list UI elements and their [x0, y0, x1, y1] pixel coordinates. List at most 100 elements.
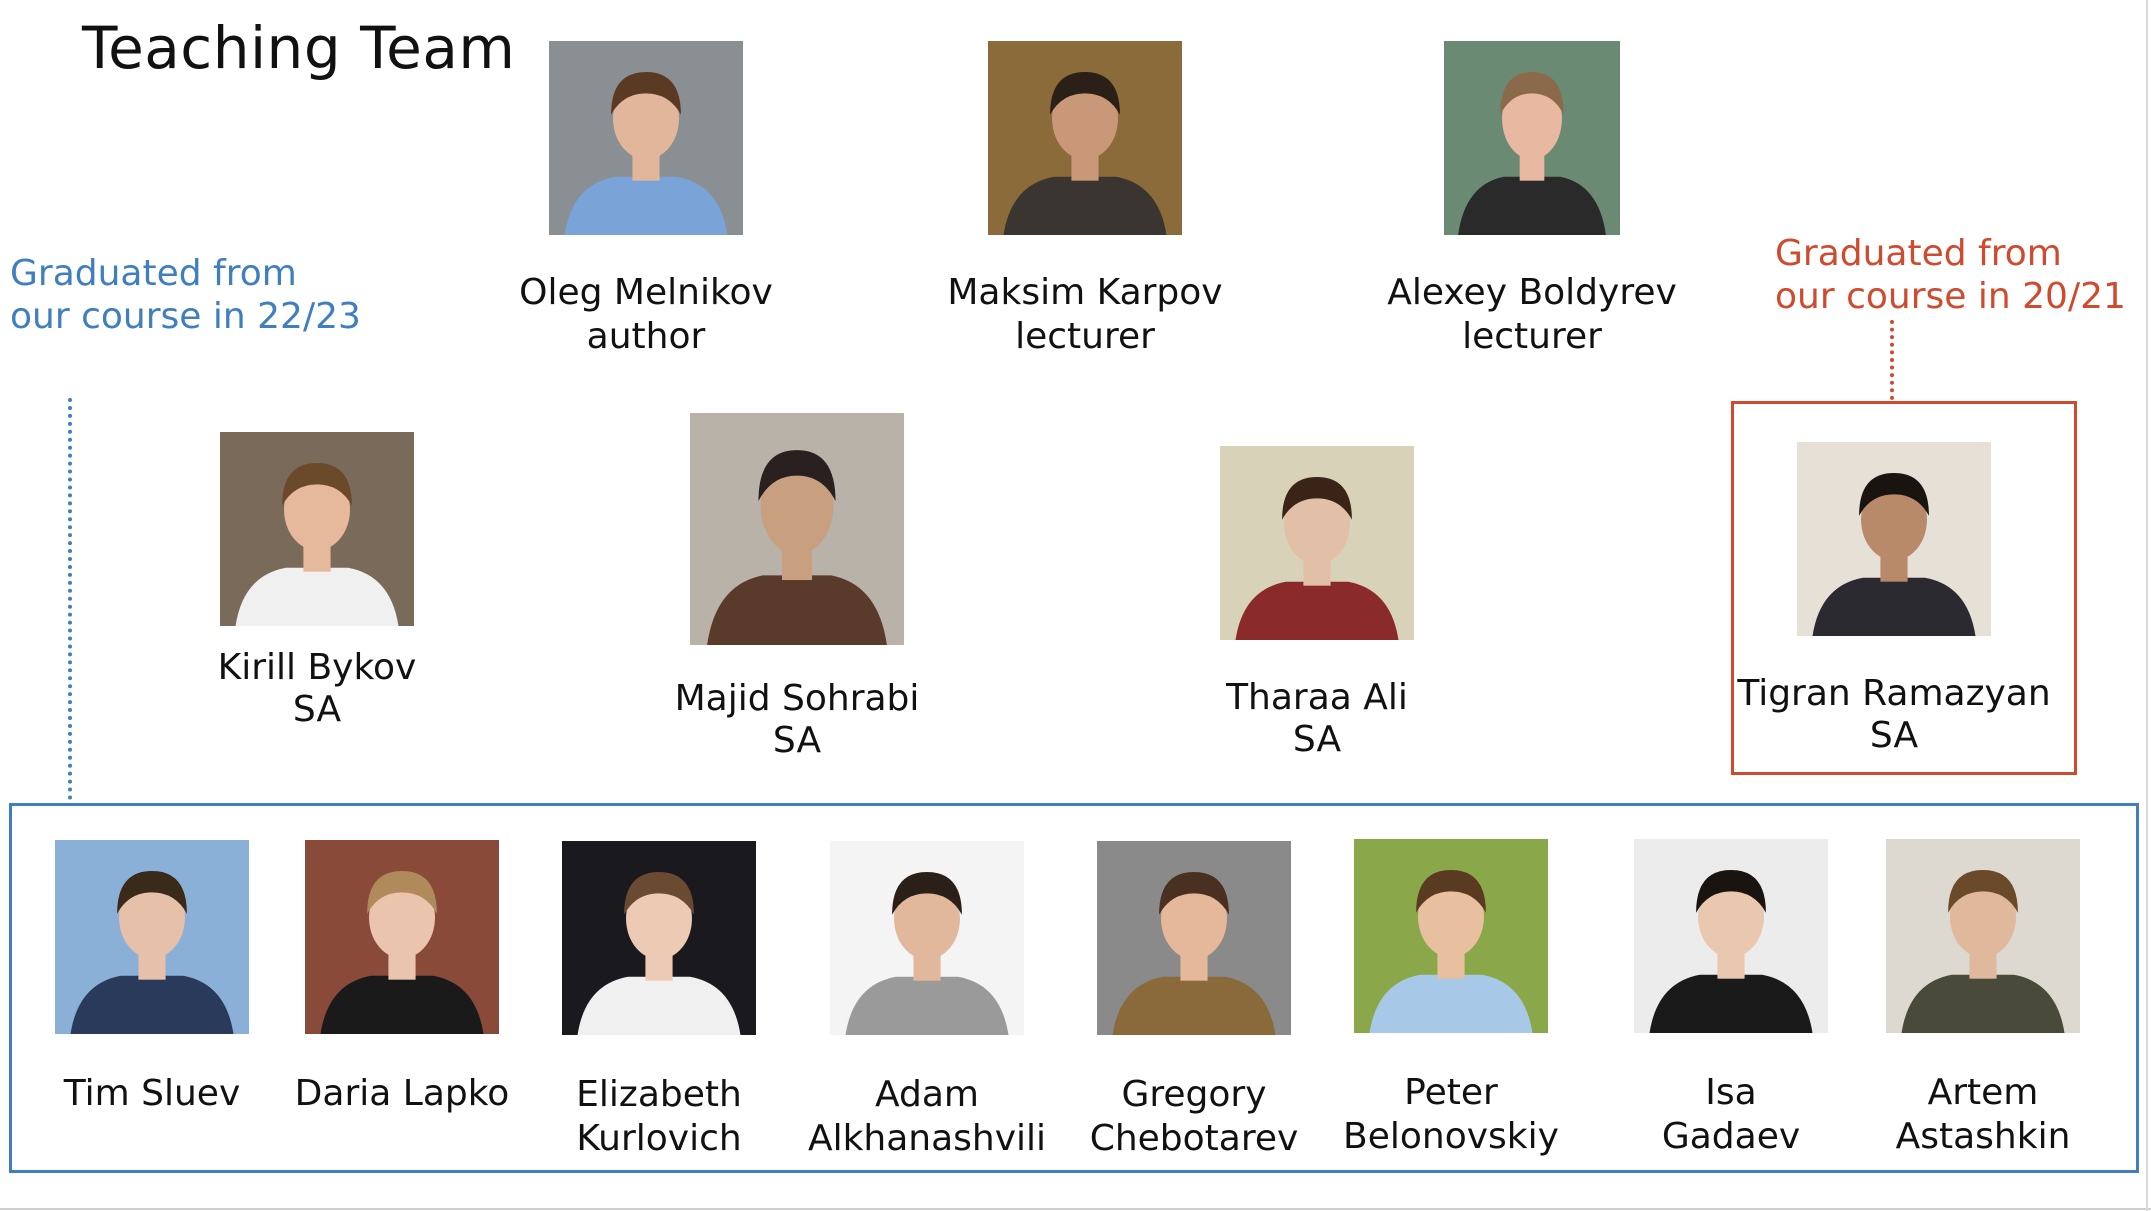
- person-role: lecturer: [1462, 316, 1602, 357]
- person-name-line2: Gadaev: [1661, 1116, 1801, 1157]
- portrait-image: [562, 841, 756, 1035]
- person-card: Peter Belonovskiy: [1261, 839, 1641, 1159]
- note-line: Graduated from: [1775, 233, 2062, 274]
- portrait-shoulders: [320, 975, 484, 1034]
- portrait-face: [1161, 877, 1227, 960]
- person-photo: [830, 841, 1024, 1035]
- person-name-line2: Alkhanashvili: [807, 1118, 1047, 1159]
- portrait-image: [1797, 442, 1991, 636]
- person-card: Oleg Melnikov author: [456, 41, 836, 359]
- portrait-face: [626, 877, 692, 960]
- person-name: Gregory: [1121, 1074, 1267, 1115]
- note-line: our course in 20/21: [1775, 276, 2126, 317]
- portrait-image: [690, 413, 904, 645]
- portrait-shoulders: [1901, 974, 2065, 1033]
- person-photo: [55, 840, 249, 1034]
- graduated-note-2021: Graduated from our course in 20/21: [1775, 232, 2126, 318]
- portrait-hair: [282, 463, 352, 506]
- person-photo: [1886, 839, 2080, 1033]
- person-card: Adam Alkhanashvili: [737, 841, 1117, 1161]
- portrait-shoulders: [1112, 976, 1276, 1035]
- portrait-image: [1886, 839, 2080, 1033]
- portrait-face: [760, 457, 834, 555]
- person-photo: [1354, 839, 1548, 1033]
- red-connector-dotted-line: [1890, 320, 1894, 400]
- person-name: Tharaa Ali: [1226, 677, 1408, 718]
- portrait-shoulders: [564, 176, 728, 235]
- slide-bottom-border: [0, 1208, 2151, 1210]
- portrait-shoulders: [1235, 581, 1399, 640]
- portrait-image: [1097, 841, 1291, 1035]
- person-name-line2: Astashkin: [1895, 1116, 2071, 1157]
- person-photo: [1634, 839, 1828, 1033]
- person-card: Maksim Karpov lecturer: [895, 41, 1275, 359]
- portrait-shoulders: [1369, 974, 1533, 1033]
- graduated-note-2223: Graduated from our course in 22/23: [10, 252, 361, 338]
- person-card: Alexey Boldyrev lecturer: [1342, 41, 1722, 359]
- portrait-shoulders: [1649, 974, 1813, 1033]
- portrait-image: [1444, 41, 1620, 235]
- slide-right-border: [2146, 0, 2148, 1211]
- graduates-2223-frame: [9, 803, 2139, 1173]
- person-photo: [690, 413, 904, 645]
- person-photo: [549, 41, 743, 235]
- person-photo: [1444, 41, 1620, 235]
- person-name: Isa: [1705, 1072, 1757, 1113]
- person-role: SA: [1869, 715, 1919, 756]
- blue-connector-dotted-line: [68, 398, 72, 800]
- person-name: Daria Lapko: [294, 1073, 510, 1114]
- portrait-shoulders: [1003, 176, 1167, 235]
- person-name: Maksim Karpov: [947, 272, 1223, 313]
- portrait-image: [1220, 446, 1414, 640]
- portrait-image: [549, 41, 743, 235]
- portrait-image: [220, 432, 414, 626]
- portrait-shoulders: [70, 975, 234, 1034]
- person-photo: [562, 841, 756, 1035]
- portrait-face: [1861, 478, 1927, 561]
- portrait-face: [1502, 77, 1562, 160]
- portrait-shoulders: [707, 575, 887, 645]
- person-card: Tharaa Ali SA: [1127, 446, 1507, 762]
- person-card: Tigran Ramazyan SA: [1704, 442, 2084, 758]
- person-name: Tigran Ramazyan: [1737, 673, 2051, 714]
- person-card: Isa Gadaev: [1541, 839, 1921, 1159]
- person-photo: [305, 840, 499, 1034]
- person-name: Majid Sohrabi: [674, 678, 920, 719]
- person-role: author: [586, 316, 706, 357]
- person-photo: [220, 432, 414, 626]
- portrait-face: [284, 468, 350, 551]
- note-line: Graduated from: [10, 253, 297, 294]
- portrait-face: [1418, 875, 1484, 958]
- person-name-line2: Kurlovich: [576, 1118, 742, 1159]
- person-name: Peter: [1404, 1072, 1498, 1113]
- person-name-line2: Belonovskiy: [1343, 1116, 1559, 1157]
- person-name: Adam: [875, 1074, 979, 1115]
- portrait-shoulders: [235, 567, 399, 626]
- person-card: Kirill Bykov SA: [127, 432, 507, 732]
- person-card: Daria Lapko: [212, 840, 592, 1116]
- portrait-face: [1284, 482, 1350, 565]
- portrait-face: [369, 876, 435, 959]
- person-role: SA: [292, 689, 342, 730]
- portrait-face: [894, 877, 960, 960]
- person-role: lecturer: [1015, 316, 1155, 357]
- person-name: Tim Sluev: [63, 1073, 241, 1114]
- portrait-image: [55, 840, 249, 1034]
- person-name: Oleg Melnikov: [519, 272, 773, 313]
- portrait-shoulders: [577, 976, 741, 1035]
- portrait-face: [1052, 77, 1118, 160]
- portrait-shoulders: [845, 976, 1009, 1035]
- person-photo: [988, 41, 1182, 235]
- person-card: Tim Sluev: [0, 840, 342, 1116]
- person-card: Elizabeth Kurlovich: [469, 841, 849, 1161]
- portrait-image: [830, 841, 1024, 1035]
- person-photo: [1797, 442, 1991, 636]
- graduate-2021-frame: [1731, 401, 2077, 775]
- person-name: Artem: [1927, 1072, 2039, 1113]
- person-name: Alexey Boldyrev: [1387, 272, 1677, 313]
- slide-title: Teaching Team: [82, 14, 516, 82]
- person-card: Majid Sohrabi SA: [607, 413, 987, 763]
- person-photo: [1097, 841, 1291, 1035]
- person-role: SA: [772, 720, 822, 761]
